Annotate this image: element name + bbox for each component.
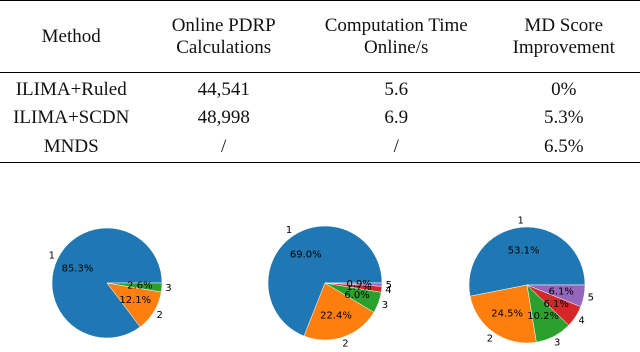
value-label: 69.0% bbox=[290, 250, 322, 261]
slice-label: 5 bbox=[588, 292, 594, 303]
header-cell: Computation Time Online/s bbox=[324, 14, 468, 58]
slice-label: 2 bbox=[342, 338, 348, 349]
slice-label: 4 bbox=[578, 315, 584, 326]
slice-label: 3 bbox=[554, 338, 560, 349]
table-cell: 0% bbox=[551, 78, 577, 100]
slice-label: 4 bbox=[385, 285, 391, 296]
slice-label: 2 bbox=[487, 333, 493, 344]
value-label: 53.1% bbox=[508, 245, 540, 256]
table-cell: 6.9 bbox=[384, 106, 409, 128]
slice-label: 3 bbox=[165, 283, 171, 294]
slice-label: 1 bbox=[517, 215, 523, 226]
results-table: Method Online PDRP Calculations Computatio… bbox=[0, 0, 640, 163]
header-cell: Method bbox=[41, 25, 101, 47]
table-cell: 44,541 bbox=[197, 78, 250, 100]
value-label: 6.1% bbox=[544, 299, 569, 310]
value-label: 24.5% bbox=[491, 309, 523, 320]
value-label: 2.6% bbox=[127, 281, 152, 292]
table-cell: / bbox=[393, 136, 399, 158]
value-label: 6.1% bbox=[548, 287, 573, 298]
pie-slice bbox=[469, 284, 537, 344]
table-row: MNDS / / 6.5% bbox=[0, 133, 640, 163]
table-cell: 48,998 bbox=[197, 106, 250, 128]
value-label: 22.4% bbox=[320, 310, 352, 321]
header-cell: MD Score Improvement bbox=[512, 14, 615, 58]
slice-label: 2 bbox=[157, 310, 163, 321]
header-cell: Online PDRP Calculations bbox=[171, 14, 276, 58]
pie-slice bbox=[267, 225, 383, 337]
pie-slice bbox=[303, 282, 375, 341]
value-label: 1.7% bbox=[346, 282, 371, 293]
pie-slice bbox=[526, 284, 586, 308]
table-body: ILIMA+Ruled 44,541 5.6 0% ILIMA+SCDN 48,998 6.… bbox=[0, 73, 640, 163]
table-cell: 5.6 bbox=[384, 78, 409, 100]
pie-slice bbox=[468, 226, 586, 297]
table-cell: ILIMA+Ruled bbox=[15, 78, 127, 100]
slice-label: 1 bbox=[286, 225, 292, 236]
value-label: 0.9% bbox=[346, 279, 371, 290]
table-cell: 6.5% bbox=[543, 136, 584, 158]
value-label: 10.2% bbox=[527, 311, 559, 322]
table-cell: 5.3% bbox=[543, 106, 584, 128]
table-cell: / bbox=[221, 136, 227, 158]
table-row: ILIMA+SCDN 48,998 6.9 5.3% bbox=[0, 103, 640, 133]
pie-slice bbox=[324, 282, 383, 287]
slice-label: 1 bbox=[49, 251, 55, 262]
pie-slice bbox=[106, 282, 163, 293]
slice-label: 5 bbox=[386, 280, 392, 291]
value-label: 6.0% bbox=[344, 290, 369, 301]
slice-label: 3 bbox=[382, 300, 388, 311]
header-row: Method Online PDRP Calculations Computatio… bbox=[0, 0, 640, 73]
value-label: 85.3% bbox=[62, 263, 94, 274]
table-cell: ILIMA+SCDN bbox=[13, 106, 130, 128]
value-label: 12.1% bbox=[119, 295, 151, 306]
table-row: ILIMA+Ruled 44,541 5.6 0% bbox=[0, 73, 640, 103]
table-cell: MNDS bbox=[43, 136, 99, 158]
